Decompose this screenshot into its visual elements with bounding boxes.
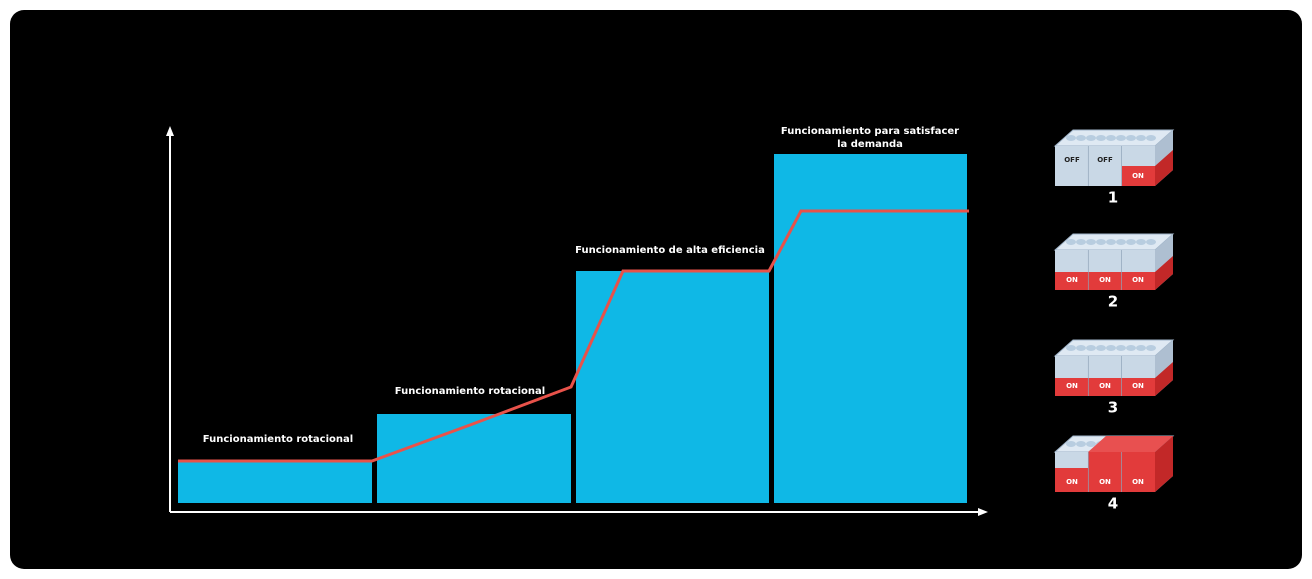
on-area — [1055, 272, 1155, 290]
fan — [1066, 345, 1076, 351]
stage-label: Funcionamiento rotacional — [203, 434, 353, 445]
fan — [1136, 135, 1146, 141]
fan — [1106, 239, 1116, 245]
fan — [1136, 345, 1146, 351]
stage-label: Funcionamiento para satisfacer — [781, 126, 959, 137]
fan — [1096, 239, 1106, 245]
bar — [576, 271, 769, 503]
on-side — [1155, 362, 1173, 396]
fan — [1086, 441, 1096, 447]
fan — [1116, 239, 1126, 245]
on-area — [1055, 468, 1155, 492]
fan — [1126, 239, 1136, 245]
on-side — [1155, 256, 1173, 290]
fan — [1096, 135, 1106, 141]
fan — [1086, 239, 1096, 245]
module-state: ON — [1066, 276, 1078, 284]
module-state: OFF — [1064, 156, 1080, 164]
on-side — [1155, 150, 1173, 186]
stage-label: Funcionamiento de alta eficiencia — [575, 245, 765, 256]
module-state: ON — [1099, 276, 1111, 284]
fan — [1066, 239, 1076, 245]
fan — [1076, 345, 1086, 351]
on-side — [1155, 436, 1173, 492]
fan — [1146, 239, 1156, 245]
on-area — [1122, 166, 1155, 186]
module-state: OFF — [1097, 156, 1113, 164]
fan — [1106, 135, 1116, 141]
fan — [1086, 345, 1096, 351]
bar — [178, 461, 372, 503]
fan — [1076, 441, 1086, 447]
fan — [1066, 135, 1076, 141]
fan — [1126, 135, 1136, 141]
unit: ON ON ON 4 — [1053, 435, 1175, 513]
fan — [1116, 345, 1126, 351]
fan — [1076, 135, 1086, 141]
bar — [774, 154, 967, 503]
load-line — [178, 209, 969, 463]
x-arrow — [978, 508, 988, 516]
stage-label: la demanda — [837, 139, 903, 150]
module-state: ON — [1066, 382, 1078, 390]
fan — [1126, 345, 1136, 351]
stage-label: Funcionamiento rotacional — [395, 386, 545, 397]
unit: ON ON ON 3 — [1053, 339, 1175, 417]
fan — [1136, 239, 1146, 245]
module-state: ON — [1132, 478, 1144, 486]
on-top — [1088, 436, 1173, 452]
unit-number: 2 — [1108, 293, 1118, 311]
fan — [1116, 135, 1126, 141]
bar — [377, 414, 571, 503]
fan — [1086, 135, 1096, 141]
unit: ON ON ON 2 — [1053, 233, 1175, 311]
module-state: ON — [1099, 382, 1111, 390]
fan — [1146, 135, 1156, 141]
module-state: ON — [1099, 478, 1111, 486]
module-state: ON — [1132, 172, 1144, 180]
fan — [1096, 345, 1106, 351]
module-state: ON — [1066, 478, 1078, 486]
on-area — [1055, 378, 1155, 396]
module-state: ON — [1132, 382, 1144, 390]
unit: OFF OFF ON 1 — [1053, 129, 1175, 207]
fan — [1066, 441, 1076, 447]
unit-number: 3 — [1108, 399, 1118, 417]
module-state: ON — [1132, 276, 1144, 284]
fan — [1076, 239, 1086, 245]
fan — [1106, 345, 1116, 351]
unit-number: 1 — [1108, 189, 1118, 207]
unit-number: 4 — [1108, 495, 1118, 513]
fan — [1146, 345, 1156, 351]
y-arrow — [166, 126, 174, 136]
